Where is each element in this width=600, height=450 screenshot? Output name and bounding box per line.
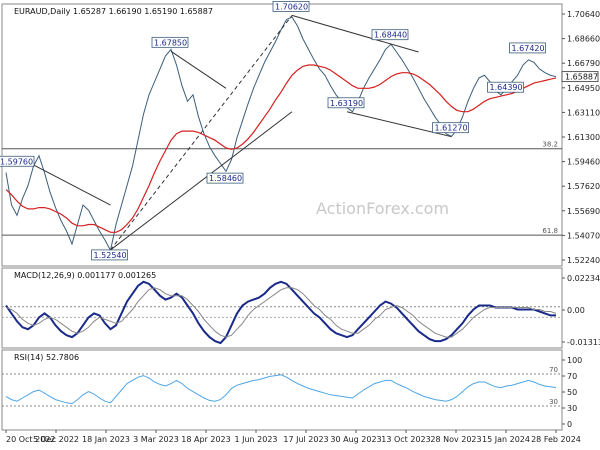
x-tick-label: 15 Jan 2024 [482, 435, 530, 444]
price-title: EURAUD,Daily 1.65287 1.66190 1.65190 1.6… [14, 7, 213, 16]
price-y-tick-label: 1.55690 [567, 207, 600, 216]
rsi-y-tick-label: 0 [567, 420, 572, 429]
trendline [110, 111, 293, 251]
x-tick-label: 18 Apr 2023 [181, 435, 230, 444]
macd-frame [1, 267, 563, 349]
macd-panel: 0.022347 0.00 -0.013137 MACD(12,26,9) 0.001… [1, 267, 600, 349]
macd-y-tick-label: 0.00 [567, 306, 585, 315]
pivot-label: 1.67850 [154, 38, 187, 47]
price-y-tick-label: 1.64950 [567, 84, 600, 93]
pivot-label: 1.64390 [490, 83, 523, 92]
x-tick-label: 13 Oct 2023 [381, 435, 430, 444]
rsi-y-tick-label: 50 [567, 388, 577, 397]
rsi-y-tick-label: 100 [567, 356, 582, 365]
macd-series-line-1 [5, 287, 557, 338]
rsi-y-tick-label: 70 [567, 372, 577, 381]
x-tick-label: 18 Jan 2023 [82, 435, 130, 444]
pivot-label-box [509, 42, 546, 54]
x-tick-label: 20 Oct 2022 [6, 435, 55, 444]
price-series-line-1 [5, 64, 557, 233]
price-y-tick-label: 1.57620 [567, 182, 600, 191]
macd-title: MACD(12,26,9) 0.001177 0.001265 [14, 271, 156, 280]
price-y-tick-label: 1.54070 [567, 231, 600, 240]
x-tick-label: 28 Nov 2023 [430, 435, 481, 444]
macd-y-tick-label: 0.022347 [567, 274, 600, 283]
rsi-panel: 100 70 50 30 0 70 30 RSI(14) 52.7806 [1, 349, 582, 431]
pivot-label-box [327, 97, 365, 109]
pivot-label: 1.67420 [512, 44, 545, 53]
pivot-label: 1.61270 [435, 124, 468, 133]
pivot-label: 1.68440 [374, 31, 407, 40]
price-panel: 1.70640 1.68660 1.66790 1.64950 1.63110 1.613… [0, 1, 600, 267]
rsi-level-label: 70 [549, 366, 558, 374]
pivot-label: 1.58460 [209, 174, 242, 183]
trendline [291, 14, 419, 53]
price-level-label: 38.2 [542, 141, 558, 149]
price-level-label: 61.8 [542, 227, 558, 235]
x-tick-label: 1 Jun 2023 [234, 435, 277, 444]
price-y-tick-label: 1.70640 [567, 10, 600, 19]
last-price-label: 1.65887 [565, 73, 598, 82]
trendline [170, 50, 227, 89]
pivot-label-box [272, 1, 310, 12]
pivot-label-box [371, 29, 409, 41]
rsi-frame [1, 349, 563, 431]
trendline [110, 15, 293, 251]
pivot-label-box [151, 36, 189, 48]
price-frame [1, 3, 563, 267]
price-y-tick-label: 1.61300 [567, 133, 600, 142]
price-y-tick-label: 1.68660 [567, 35, 600, 44]
macd-series-line-0 [5, 280, 556, 345]
x-tick-label: 17 Jul 2023 [283, 435, 328, 444]
pivot-label-box [432, 122, 469, 134]
pivot-label-box [91, 249, 128, 261]
pivot-label: 1.70620 [275, 2, 308, 11]
pivot-label: 1.52540 [94, 251, 127, 260]
watermark: ActionForex.com [316, 199, 449, 218]
x-tick-label: 3 Mar 2023 [133, 435, 179, 444]
x-tick-label: 5 Dec 2022 [33, 435, 79, 444]
price-y-tick-label: 1.52240 [567, 256, 600, 265]
rsi-y-tick-label: 30 [567, 404, 577, 413]
rsi-level-label: 30 [549, 398, 558, 406]
rsi-series-line-0 [5, 374, 557, 405]
price-y-tick-label: 1.63110 [567, 108, 600, 117]
macd-y-tick-label: -0.013137 [567, 338, 600, 347]
pivot-label-box [0, 155, 35, 167]
pivot-label-box [206, 172, 244, 184]
pivot-label-box [487, 81, 524, 93]
x-tick-label: 28 Feb 2024 [531, 435, 581, 444]
price-y-tick-label: 1.59460 [567, 158, 600, 167]
price-y-tick-label: 1.66790 [567, 59, 600, 68]
pivot-label: 1.59760 [0, 157, 33, 166]
pivot-label: 1.63190 [330, 99, 363, 108]
rsi-title: RSI(14) 52.7806 [14, 353, 79, 362]
last-price-tag [561, 71, 599, 83]
x-tick-label: 30 Aug 2023 [330, 435, 381, 444]
